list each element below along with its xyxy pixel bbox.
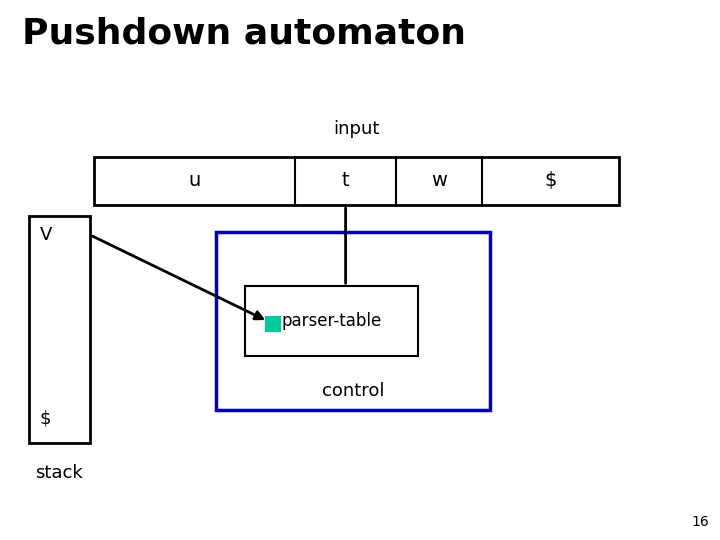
Text: $: $ [40, 409, 51, 428]
Text: input: input [333, 120, 379, 138]
Text: 16: 16 [691, 515, 709, 529]
Text: Pushdown automaton: Pushdown automaton [22, 16, 466, 50]
Bar [94, 157, 619, 205]
Text: stack: stack [35, 464, 83, 482]
Bar [245, 286, 418, 356]
Text: u: u [188, 171, 201, 191]
Bar [29, 216, 90, 443]
Text: parser-table: parser-table [281, 312, 382, 330]
Bar [216, 232, 490, 410]
Text: w: w [431, 171, 447, 191]
Bar [265, 316, 281, 332]
Text: control: control [322, 382, 384, 401]
Text: t: t [342, 171, 349, 191]
Text: $: $ [544, 171, 557, 191]
Text: V: V [40, 226, 52, 244]
